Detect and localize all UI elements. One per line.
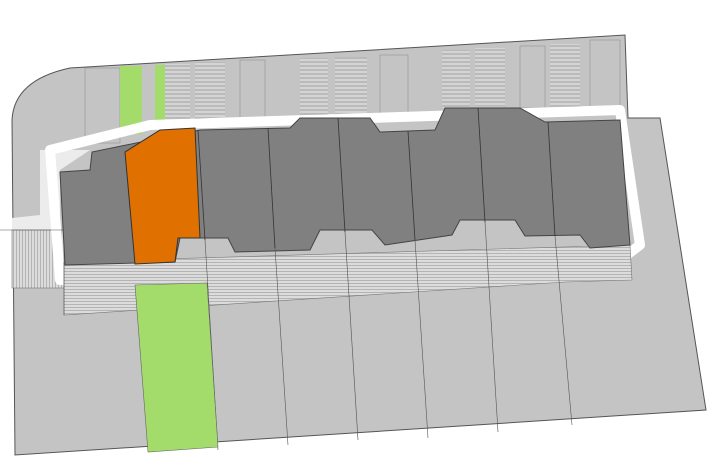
unit-dividers <box>197 107 556 249</box>
parking-strips <box>84 39 621 144</box>
terrace-block <box>59 107 631 266</box>
garden-dividers <box>63 221 573 451</box>
highlighted-unit[interactable] <box>124 127 201 265</box>
green-garden <box>134 282 219 453</box>
